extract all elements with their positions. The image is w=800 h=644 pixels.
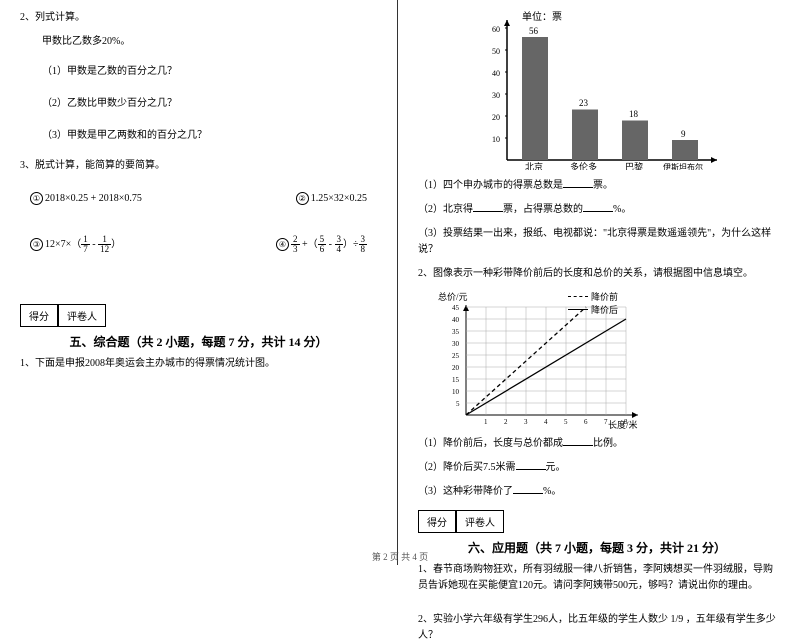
score-box-6: 得分 评卷人: [418, 510, 776, 533]
svg-text:45: 45: [452, 304, 460, 312]
q3-title: 3、脱式计算，能简算的要简算。: [20, 158, 377, 174]
r-q2-1: （1）降价前后，长度与总价都成比例。: [418, 436, 776, 452]
score-label: 得分: [20, 304, 58, 327]
bar-chart: 单位：票 10 20 30 40 50 60 56 23 18 9 北京 多伦多…: [467, 10, 727, 170]
svg-text:20: 20: [452, 364, 460, 372]
formula-row-2: ③12×7×（17 - 112） ④23 +（56 - 34）÷38: [30, 235, 367, 254]
q2-sub3: （3）甲数是甲乙两数和的百分之几？: [42, 128, 377, 144]
svg-text:5: 5: [564, 418, 568, 426]
svg-text:15: 15: [452, 376, 460, 384]
svg-text:伊斯坦布尔: 伊斯坦布尔: [663, 162, 703, 170]
q6-1: 1、春节商场购物狂欢，所有羽绒服一律八折销售，李阿姨想买一件羽绒服，导购员告诉她…: [418, 562, 776, 594]
r-q2-2: （2）降价后买7.5米需元。: [418, 460, 776, 476]
svg-text:35: 35: [452, 328, 460, 336]
score-label-6: 得分: [418, 510, 456, 533]
svg-text:北京: 北京: [525, 161, 543, 170]
svg-text:多伦多: 多伦多: [570, 161, 597, 170]
svg-text:长度/米: 长度/米: [608, 419, 638, 430]
q6-2: 2、实验小学六年级有学生296人，比五年级的学生人数少 1/9 ，五年级有学生多…: [418, 612, 776, 644]
svg-text:10: 10: [452, 388, 460, 396]
circ1: ①: [30, 192, 43, 205]
svg-text:1: 1: [484, 418, 488, 426]
svg-text:18: 18: [629, 109, 639, 119]
svg-text:25: 25: [452, 352, 460, 360]
marker-label-6: 评卷人: [456, 510, 504, 533]
score-box-5: 得分 评卷人: [20, 304, 377, 327]
svg-text:60: 60: [492, 25, 500, 34]
svg-text:30: 30: [452, 340, 460, 348]
circ3: ③: [30, 238, 43, 251]
line-chart: 降价前 降价后 总价/元 5101520 2530354045 1234 567…: [438, 290, 658, 430]
r-q2-title: 2、图像表示一种彩带降价前后的长度和总价的关系，请根据图中信息填空。: [418, 266, 776, 282]
formula-2a: ③12×7×（17 - 112）: [30, 235, 121, 254]
svg-text:4: 4: [544, 418, 548, 426]
formula-1b: ②1.25×32×0.25: [296, 192, 367, 205]
svg-text:5: 5: [456, 400, 460, 408]
formula-1a: ①2018×0.25 + 2018×0.75: [30, 192, 142, 205]
q2-sub1: （1）甲数是乙数的百分之几？: [42, 64, 377, 80]
svg-text:6: 6: [584, 418, 588, 426]
formula-2b: ④23 +（56 - 34）÷38: [276, 235, 367, 254]
q2-sub0: 甲数比乙数多20%。: [42, 34, 377, 50]
section-5-title: 五、综合题（共 2 小题，每题 7 分，共计 14 分）: [20, 333, 377, 350]
svg-text:40: 40: [492, 69, 500, 78]
svg-text:3: 3: [524, 418, 528, 426]
marker-label: 评卷人: [58, 304, 106, 327]
svg-text:2: 2: [504, 418, 508, 426]
chart-unit: 单位：票: [522, 10, 562, 23]
svg-text:20: 20: [492, 113, 500, 122]
svg-text:40: 40: [452, 316, 460, 324]
r-q1-2: （2）北京得票，占得票总数的%。: [418, 202, 776, 218]
circ4: ④: [276, 238, 289, 251]
svg-text:56: 56: [529, 26, 539, 36]
r-q1-3: （3）投票结果一出来，报纸、电视都说："北京得票是数遥遥领先"，为什么这样说？: [418, 226, 776, 258]
q2-sub2: （2）乙数比甲数少百分之几？: [42, 96, 377, 112]
svg-text:巴黎: 巴黎: [625, 161, 643, 170]
svg-text:10: 10: [492, 135, 500, 144]
svg-text:30: 30: [492, 91, 500, 100]
q5-1: 1、下面是申报2008年奥运会主办城市的得票情况统计图。: [20, 356, 377, 372]
legend: 降价前 降价后: [568, 290, 618, 316]
svg-text:50: 50: [492, 47, 500, 56]
page-footer: 第 2 页 共 4 页: [0, 550, 800, 563]
svg-text:总价/元: 总价/元: [438, 291, 468, 302]
svg-text:23: 23: [579, 98, 589, 108]
formula-row-1: ①2018×0.25 + 2018×0.75 ②1.25×32×0.25: [30, 192, 367, 205]
q2-title: 2、列式计算。: [20, 10, 377, 26]
svg-text:9: 9: [681, 129, 686, 139]
r-q1-1: （1）四个申办城市的得票总数是票。: [418, 178, 776, 194]
r-q2-3: （3）这种彩带降价了%。: [418, 484, 776, 500]
circ2: ②: [296, 192, 309, 205]
